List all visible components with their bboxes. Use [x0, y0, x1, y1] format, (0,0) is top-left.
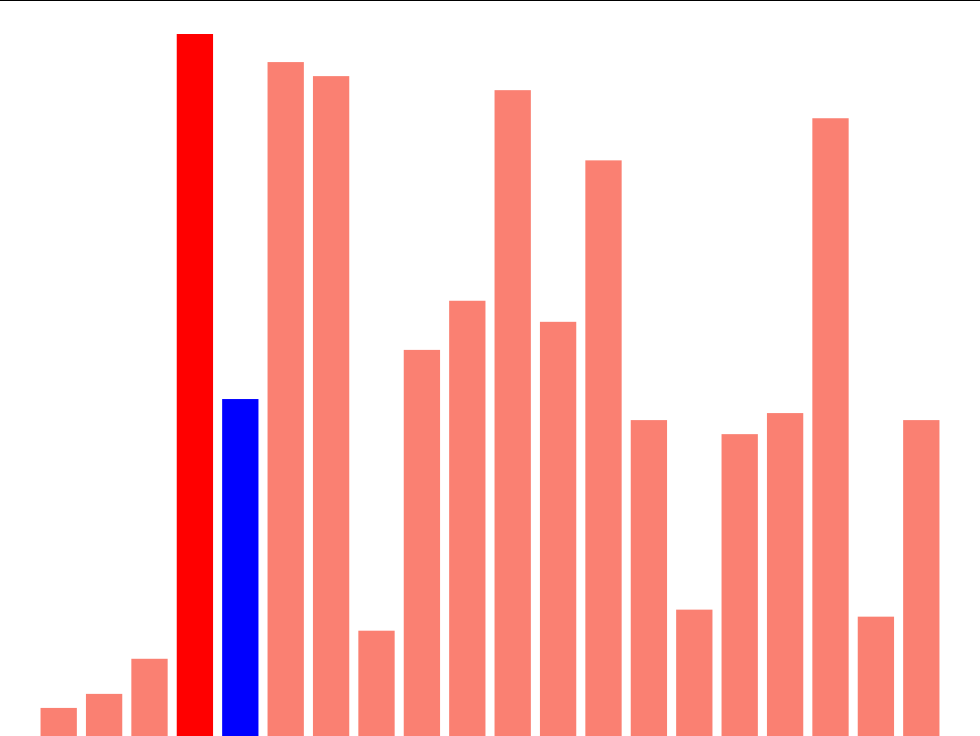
bar-5 — [222, 399, 259, 736]
bar-13 — [585, 160, 622, 736]
bar-17 — [766, 413, 804, 736]
bar-9 — [403, 349, 441, 736]
bar-8 — [358, 630, 395, 736]
bar-16 — [721, 434, 758, 736]
bar-10 — [449, 300, 486, 736]
bar-7 — [312, 76, 350, 736]
bar-4 — [176, 34, 214, 736]
bar-12 — [539, 321, 577, 736]
bar-6 — [267, 62, 304, 736]
bar-20 — [903, 420, 940, 736]
bar-14 — [630, 420, 668, 736]
bar-1 — [40, 707, 77, 736]
bar-11 — [494, 90, 531, 736]
bar-19 — [857, 616, 895, 736]
bar-15 — [676, 609, 713, 736]
bar-2 — [85, 693, 123, 736]
bar-18 — [812, 118, 849, 736]
bars-group — [40, 34, 940, 736]
bar-3 — [131, 658, 168, 736]
